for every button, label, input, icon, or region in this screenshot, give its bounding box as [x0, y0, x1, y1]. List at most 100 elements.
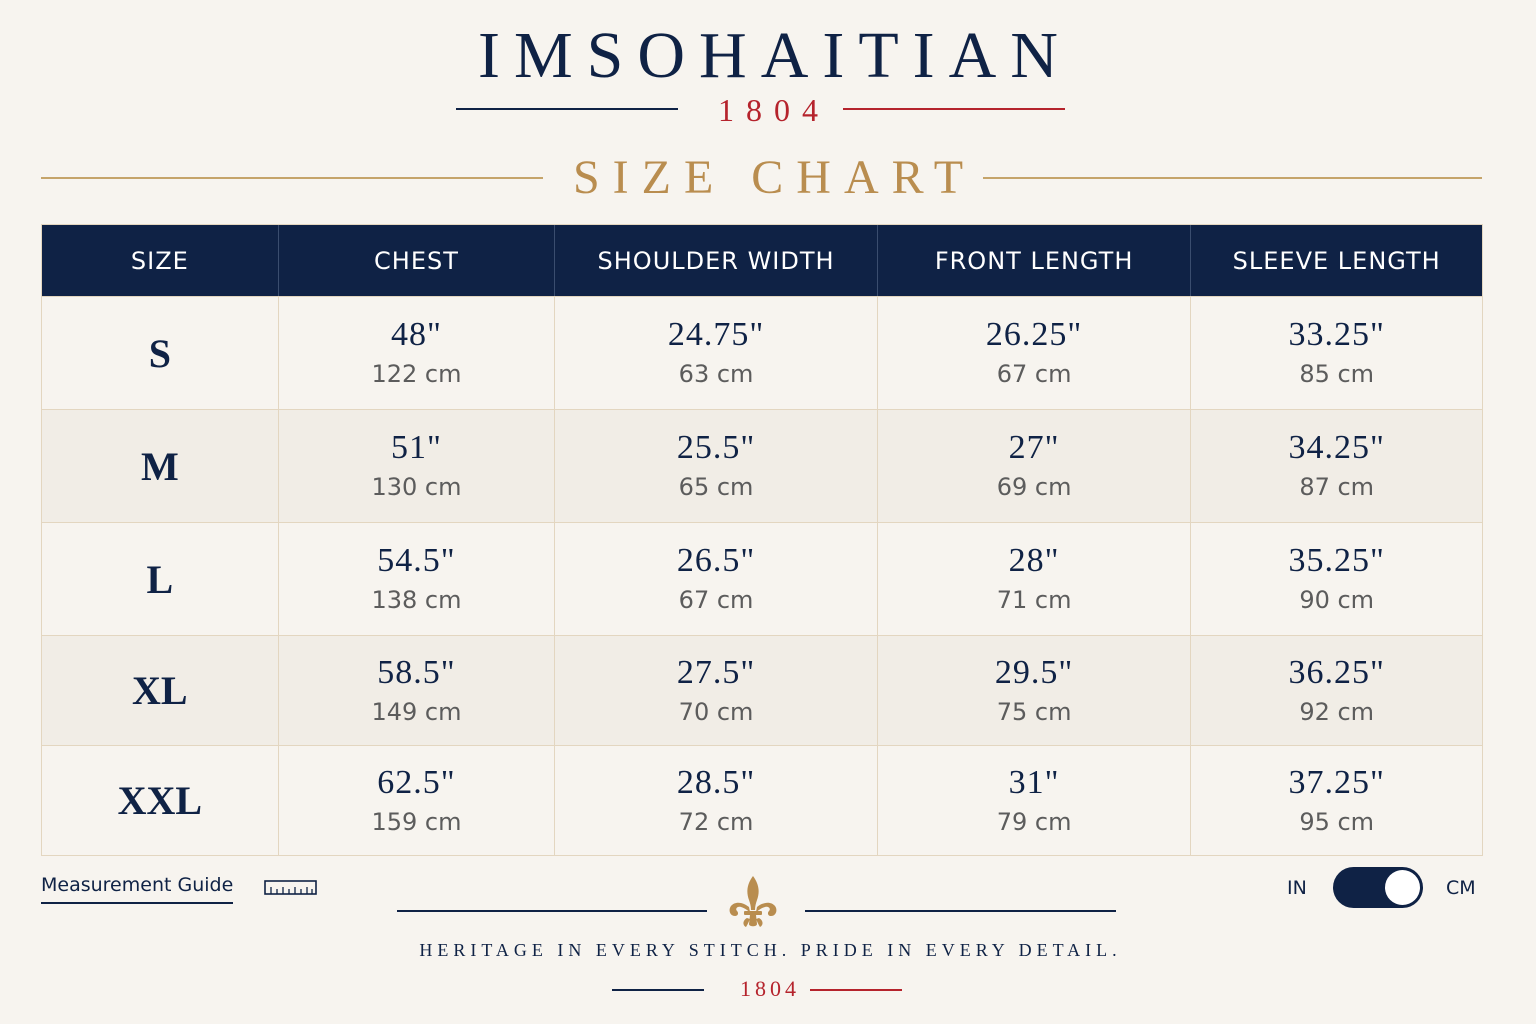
cm-value: 85 cm — [1299, 360, 1375, 388]
footer-year-divider-left — [612, 989, 704, 991]
inch-value: 34.25" — [1288, 429, 1385, 466]
inch-value: 51" — [391, 429, 442, 466]
front-length-cell: 29.5" 75 cm — [878, 636, 1192, 745]
cm-value: 87 cm — [1299, 473, 1375, 501]
front-length-cell: 26.25" 67 cm — [878, 297, 1192, 409]
title-divider-right — [983, 177, 1482, 179]
front-length-cell: 28" 71 cm — [878, 523, 1192, 635]
column-header-size: SIZE — [42, 225, 279, 296]
inch-value: 33.25" — [1288, 316, 1385, 353]
shoulder-width-cell: 26.5" 67 cm — [555, 523, 878, 635]
table-row: XXL 62.5" 159 cm 28.5" 72 cm 31" 79 cm 37.2… — [42, 745, 1482, 855]
footer-divider-left — [397, 910, 707, 912]
table-row: S 48" 122 cm 24.75" 63 cm 26.25" 67 cm 33.2… — [42, 296, 1482, 409]
footer-year: 1804 — [740, 976, 800, 1001]
inch-value: 28.5" — [676, 763, 756, 801]
inch-value: 48" — [391, 316, 442, 353]
column-header-chest: CHEST — [279, 225, 556, 296]
size-cell: M — [42, 410, 279, 522]
size-cell: XXL — [42, 746, 279, 855]
cm-value: 79 cm — [996, 807, 1072, 836]
table-row: XL 58.5" 149 cm 27.5" 70 cm 29.5" 75 cm 36.… — [42, 635, 1482, 745]
cm-value: 70 cm — [678, 697, 754, 726]
cm-value: 138 cm — [371, 586, 462, 614]
cm-value: 71 cm — [996, 586, 1072, 614]
unit-toggle-in-label[interactable]: IN — [1287, 877, 1307, 899]
page-title: SIZE CHART — [572, 151, 977, 204]
inch-value: 58.5" — [377, 653, 456, 691]
cm-value: 95 cm — [1299, 807, 1375, 836]
cm-value: 92 cm — [1299, 697, 1375, 726]
chest-cell: 51" 130 cm — [279, 410, 556, 522]
tagline: HERITAGE IN EVERY STITCH. PRIDE IN EVERY… — [419, 940, 1122, 960]
inch-value: 29.5" — [994, 653, 1074, 691]
size-cell: XL — [42, 636, 279, 745]
shoulder-width-cell: 27.5" 70 cm — [555, 636, 878, 745]
brand-name: IMSOHAITIAN — [478, 19, 1072, 92]
sleeve-length-cell: 35.25" 90 cm — [1191, 523, 1482, 635]
inch-value: 25.5" — [676, 429, 756, 466]
size-label: XL — [132, 668, 188, 713]
measurement-guide-link[interactable]: Measurement Guide — [41, 874, 234, 904]
table-row: M 51" 130 cm 25.5" 65 cm 27" 69 cm 34.25" 87… — [42, 409, 1482, 522]
cm-value: 90 cm — [1299, 586, 1375, 614]
size-label: L — [146, 556, 174, 602]
column-header-front-length: FRONT LENGTH — [878, 225, 1192, 296]
inch-value: 37.25" — [1288, 763, 1385, 801]
inch-value: 35.25" — [1288, 542, 1385, 579]
cm-value: 69 cm — [996, 473, 1072, 501]
inch-value: 36.25" — [1288, 653, 1385, 691]
brand-year: 1804 — [718, 92, 830, 128]
cm-value: 63 cm — [678, 360, 754, 388]
brand-divider-right — [843, 108, 1065, 110]
column-header-shoulder-width: SHOULDER WIDTH — [555, 225, 878, 296]
chest-cell: 62.5" 159 cm — [279, 746, 556, 855]
title-divider-left — [41, 177, 543, 179]
cm-value: 67 cm — [996, 360, 1072, 388]
brand-divider-left — [456, 108, 678, 110]
unit-toggle[interactable] — [1333, 867, 1423, 908]
inch-value: 27" — [1008, 429, 1060, 466]
footer-divider-right — [805, 910, 1116, 912]
inch-value: 28" — [1008, 542, 1060, 579]
inch-value: 24.75" — [667, 316, 765, 353]
chest-cell: 54.5" 138 cm — [279, 523, 556, 635]
inch-value: 26.5" — [676, 542, 756, 579]
size-table: SIZE CHEST SHOULDER WIDTH FRONT LENGTH S… — [41, 224, 1483, 856]
ruler-icon[interactable] — [264, 878, 317, 896]
inch-value: 31" — [1008, 763, 1060, 801]
size-label: M — [140, 443, 179, 489]
shoulder-width-cell: 24.75" 63 cm — [555, 297, 878, 409]
cm-value: 159 cm — [371, 807, 462, 836]
size-cell: L — [42, 523, 279, 635]
column-header-sleeve-length: SLEEVE LENGTH — [1232, 246, 1441, 275]
chest-cell: 48" 122 cm — [279, 297, 556, 409]
fleur-de-lis-icon — [729, 876, 777, 927]
sleeve-length-cell: 37.25" 95 cm — [1191, 746, 1482, 855]
unit-toggle-knob[interactable] — [1385, 870, 1420, 905]
cm-value: 130 cm — [371, 473, 462, 501]
chest-cell: 58.5" 149 cm — [279, 636, 556, 745]
sleeve-length-cell: 36.25" 92 cm — [1191, 636, 1482, 745]
cm-value: 149 cm — [371, 697, 462, 726]
unit-toggle-cm-label[interactable]: CM — [1446, 877, 1476, 899]
inch-value: 62.5" — [377, 763, 456, 801]
inch-value: 54.5" — [377, 542, 456, 579]
cm-value: 67 cm — [678, 586, 754, 614]
footer-year-divider-right — [810, 989, 902, 991]
table-row: L 54.5" 138 cm 26.5" 67 cm 28" 71 cm 35.25"… — [42, 522, 1482, 635]
size-cell: S — [42, 297, 279, 409]
cm-value: 65 cm — [678, 473, 754, 501]
front-length-cell: 27" 69 cm — [878, 410, 1192, 522]
table-header: SIZE CHEST SHOULDER WIDTH FRONT LENGTH S… — [42, 225, 1482, 296]
size-label: XXL — [117, 778, 203, 823]
inch-value: 26.25" — [985, 316, 1083, 353]
sleeve-length-cell: 34.25" 87 cm — [1191, 410, 1482, 522]
sleeve-length-cell: 33.25" 85 cm — [1191, 297, 1482, 409]
shoulder-width-cell: 25.5" 65 cm — [555, 410, 878, 522]
size-label: S — [148, 330, 171, 376]
cm-value: 75 cm — [996, 697, 1072, 726]
front-length-cell: 31" 79 cm — [878, 746, 1192, 855]
inch-value: 27.5" — [676, 653, 756, 691]
